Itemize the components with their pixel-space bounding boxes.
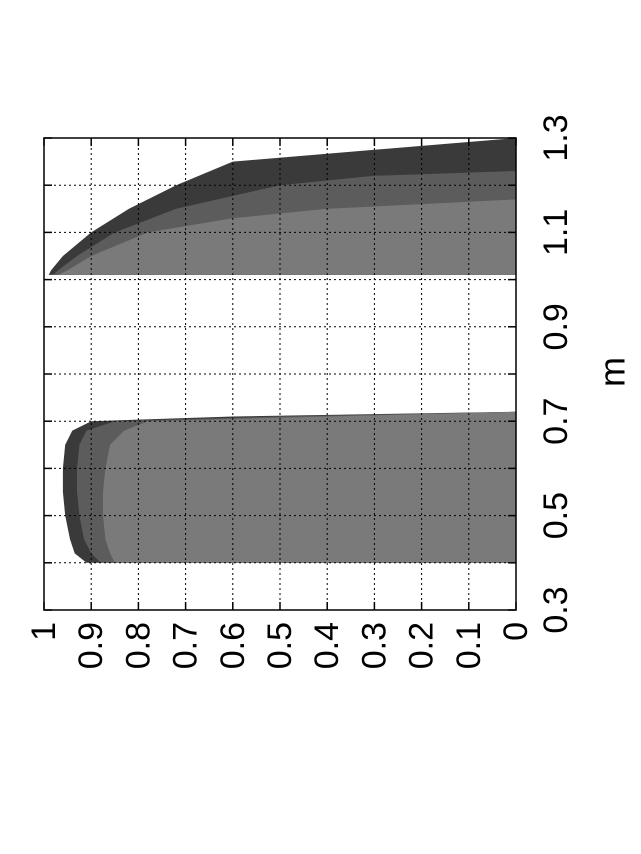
x-axis-label: m [592, 357, 633, 387]
y-tick-label: 0.8 [119, 622, 157, 669]
y-tick-label: 0.4 [308, 622, 346, 669]
x-tick-label: 0.3 [537, 586, 575, 633]
y-tick-label: 0.3 [355, 622, 393, 669]
x-tick-labels: 0.3 0.5 0.7 0.9 1.1 1.3 [537, 114, 575, 633]
y-tick-label: 0.2 [403, 622, 441, 669]
plot-regions [48, 138, 517, 563]
y-tick-label: 0 [497, 622, 535, 641]
x-tick-label: 0.7 [537, 398, 575, 445]
x-tick-label: 1.1 [537, 209, 575, 256]
y-tick-label: 1 [25, 622, 63, 641]
y-tick-label: 0.9 [72, 622, 110, 669]
y-tick-label: 0.7 [167, 622, 205, 669]
region-1-band-3 [103, 411, 516, 563]
x-tick-label: 0.5 [537, 492, 575, 539]
region-2-band-3 [58, 199, 516, 275]
y-tick-labels: 1 0.9 0.8 0.7 0.6 0.5 0.4 0.3 0.2 0.1 0 [25, 622, 535, 669]
y-tick-label: 0.6 [214, 622, 252, 669]
tick-marks [43, 137, 517, 611]
x-tick-label: 1.3 [537, 114, 575, 161]
y-tick-label: 0.5 [261, 622, 299, 669]
y-tick-label: 0.1 [450, 622, 488, 669]
x-tick-label: 0.9 [537, 303, 575, 350]
